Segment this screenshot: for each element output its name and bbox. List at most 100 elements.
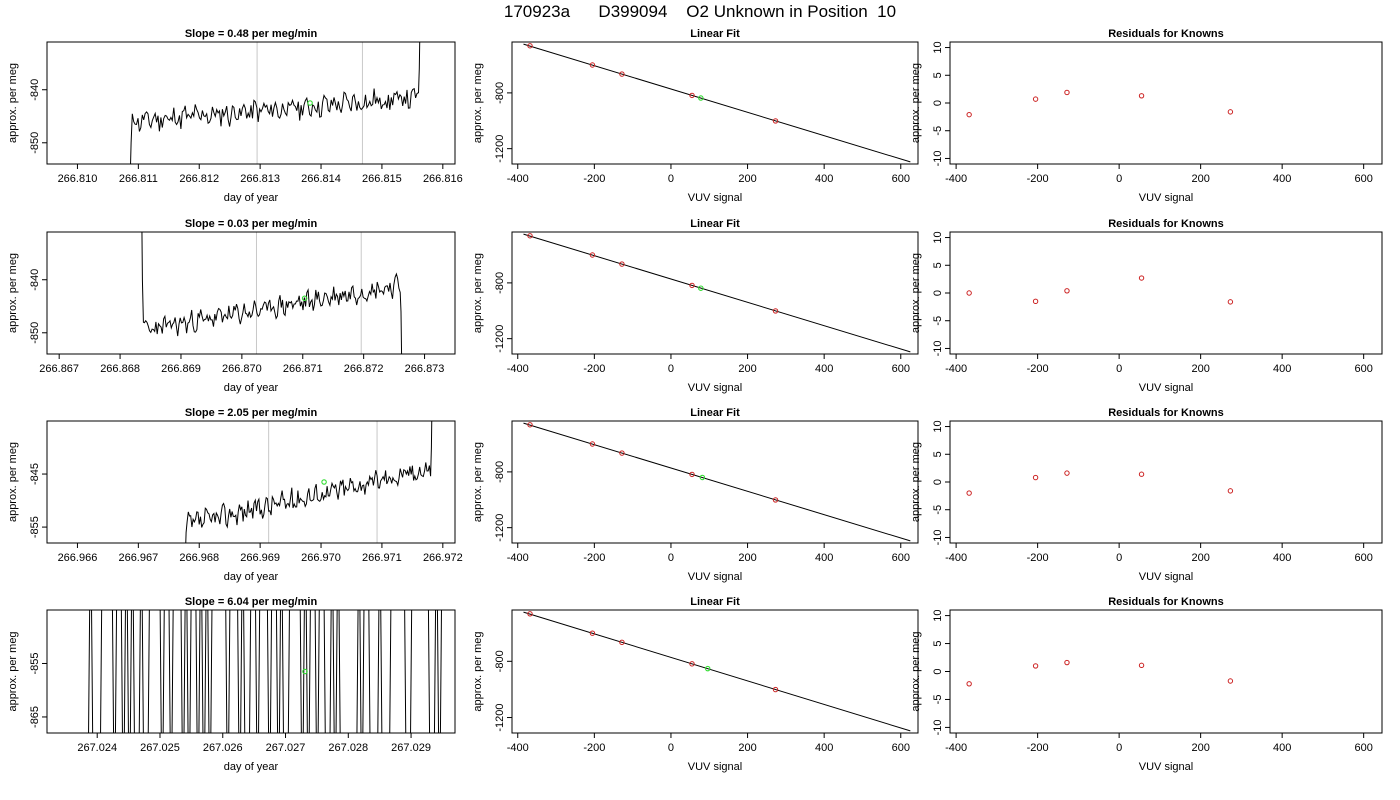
x-tick-label: -200 <box>583 552 605 564</box>
x-tick-label: 0 <box>1116 552 1122 564</box>
panel-r3c2: -400 -200 0 200 400 600 -800 -1200 Linear Fit VUV… <box>472 407 919 583</box>
x-tick-label: 200 <box>738 552 756 564</box>
panel-r3c3: -400 -200 0 200 400 600 10 5 0 -5 -10 Residuals for… <box>910 407 1383 583</box>
x-tick-label: 266.970 <box>301 552 341 564</box>
panel-title: Linear Fit <box>690 28 740 40</box>
known-point <box>619 71 625 77</box>
plot-frame <box>949 231 1383 355</box>
plot-area <box>966 659 1234 687</box>
x-tick-label: -400 <box>945 742 967 754</box>
x-tick-label: 266.871 <box>283 363 323 375</box>
known-point <box>1064 470 1070 476</box>
x-tick-label: 200 <box>1191 363 1209 375</box>
known-point <box>772 497 779 503</box>
y-axis-label: approx. per meg <box>7 442 19 522</box>
plot-frame <box>949 609 1383 734</box>
x-tick-label: -400 <box>945 173 967 185</box>
x-tick-label: -200 <box>1027 742 1049 754</box>
panel-r4c1: 267.024 267.025 267.026 267.027 267.028 267.0… <box>7 596 456 773</box>
x-tick-label: 266.966 <box>58 552 98 564</box>
panel-title: Residuals for Knowns <box>1108 407 1224 419</box>
y-tick-label: -1200 <box>494 135 506 163</box>
y-tick-label: 5 <box>932 640 944 646</box>
plot-area <box>141 232 403 354</box>
y-tick-label: -800 <box>494 272 506 294</box>
known-point <box>1227 299 1234 305</box>
x-tick-label: 0 <box>1116 742 1122 754</box>
x-axis-label: day of year <box>224 382 279 394</box>
x-tick-label: 266.811 <box>119 173 158 185</box>
page-title: 170923a D399094 O2 Unknown in Position 1… <box>503 2 897 21</box>
x-tick-label: 0 <box>668 742 674 754</box>
plot-area <box>966 275 1234 305</box>
y-axis-label: approx. per meg <box>910 63 922 143</box>
x-tick-label: 266.968 <box>179 552 219 564</box>
x-tick-label: 267.024 <box>77 742 117 754</box>
y-tick-label: -850 <box>29 132 41 154</box>
panel-r4c3: -400 -200 0 200 400 600 10 5 0 -5 -10 Residuals for… <box>910 596 1383 773</box>
known-point <box>1227 488 1234 494</box>
y-tick-label: -5 <box>932 126 944 136</box>
known-point <box>1227 109 1234 115</box>
panel-r1c3: -400 -200 0 200 400 600 10 5 0 -5 -10 Residuals for… <box>910 28 1383 204</box>
y-tick-label: -855 <box>29 652 41 674</box>
y-tick-label: -5 <box>932 695 944 705</box>
known-point <box>1032 298 1039 305</box>
y-tick-label: -10 <box>932 719 944 735</box>
panel-r4c2: -400 -200 0 200 400 600 -800 -1200 Linear Fit VUV… <box>472 596 919 773</box>
x-tick-label: 400 <box>815 742 833 754</box>
known-point <box>1138 275 1145 281</box>
x-tick-label: 600 <box>892 173 910 185</box>
x-tick-label: 266.873 <box>405 363 445 375</box>
known-point <box>619 639 625 646</box>
x-tick-label: 200 <box>1191 173 1209 185</box>
plot-frame <box>949 41 1383 165</box>
x-tick-label: 266.872 <box>344 363 384 375</box>
x-tick-label: 266.868 <box>100 363 140 375</box>
y-axis-label: approx. per meg <box>7 63 19 143</box>
x-axis-label: VUV signal <box>1139 571 1193 583</box>
fit-line <box>523 422 911 542</box>
x-tick-label: 267.026 <box>203 742 243 754</box>
y-axis-label: approx. per meg <box>910 631 922 711</box>
panel-title: Residuals for Knowns <box>1108 596 1224 608</box>
x-axis-label: day of year <box>224 192 279 204</box>
x-tick-label: 400 <box>1273 552 1291 564</box>
known-point <box>966 111 972 118</box>
x-tick-label: 267.029 <box>391 742 431 754</box>
known-point <box>1064 89 1070 96</box>
x-axis-label: VUV signal <box>688 382 742 394</box>
x-tick-label: 266.869 <box>161 363 201 375</box>
x-tick-label: 400 <box>815 552 833 564</box>
known-point <box>527 43 533 49</box>
y-tick-label: -5 <box>932 316 944 326</box>
y-tick-label: -865 <box>29 706 41 728</box>
x-tick-label: 400 <box>1273 363 1291 375</box>
x-tick-label: -400 <box>945 552 967 564</box>
panel-r1c1: 266.810 266.811 266.812 266.813 266.814 266.8… <box>7 28 463 204</box>
panel-r2c2: -400 -200 0 200 400 600 -800 -1200 Linear Fit VUV… <box>472 218 919 394</box>
x-axis-label: day of year <box>224 761 279 773</box>
known-point <box>772 118 779 124</box>
y-tick-label: -10 <box>932 530 944 546</box>
plot-frame <box>46 231 456 355</box>
unknown-point <box>307 100 313 106</box>
y-tick-label: 5 <box>932 451 944 457</box>
x-tick-label: 266.812 <box>179 173 219 185</box>
x-tick-label: 200 <box>1191 552 1209 564</box>
x-tick-label: 600 <box>1354 173 1372 185</box>
y-tick-label: -840 <box>29 79 41 101</box>
x-tick-label: 266.971 <box>362 552 402 564</box>
known-point <box>589 441 596 447</box>
known-point <box>589 630 596 636</box>
x-tick-label: 266.972 <box>423 552 463 564</box>
x-tick-label: 600 <box>892 742 910 754</box>
y-tick-label: 0 <box>932 100 944 106</box>
unknown-point <box>698 285 704 291</box>
x-tick-label: -200 <box>583 363 605 375</box>
x-tick-label: 400 <box>815 363 833 375</box>
panel-r2c1: 266.867 266.868 266.869 266.870 266.871 266.8… <box>7 218 456 394</box>
plot-area <box>88 610 442 733</box>
y-tick-label: -10 <box>932 341 944 357</box>
